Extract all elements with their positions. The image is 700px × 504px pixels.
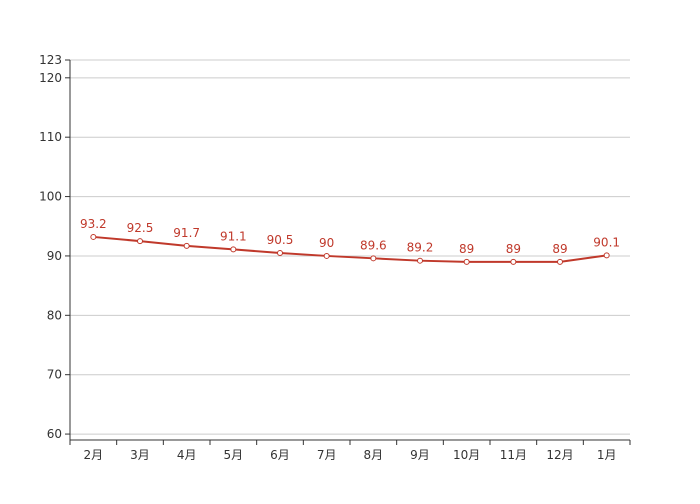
data-point (183, 242, 190, 249)
data-label: 90.5 (267, 233, 294, 247)
x-tick-label: 2月 (84, 448, 104, 462)
y-tick-label: 60 (47, 427, 62, 441)
data-label: 89.2 (407, 241, 434, 255)
x-tick-label: 4月 (177, 448, 197, 462)
data-point (557, 258, 563, 265)
x-tick-label: 7月 (317, 448, 337, 462)
grid-lines (70, 59, 630, 435)
y-tick-label: 100 (39, 190, 62, 204)
x-tick-label: 6月 (270, 448, 290, 462)
y-tick-label: 90 (47, 249, 62, 263)
y-tick-label: 123 (39, 53, 62, 67)
data-label: 91.7 (173, 226, 200, 240)
data-point (137, 238, 143, 245)
x-tick-label: 9月 (410, 448, 430, 462)
x-tick-label: 8月 (364, 448, 384, 462)
x-tick-label: 11月 (500, 448, 527, 462)
x-tick-label: 1月 (597, 448, 617, 462)
series-layer: 93.2 92.5 91.7 91.1 90.5 90 89.6 89.2 89 89 89 90.1 (80, 217, 620, 265)
x-tick-label: 3月 (130, 448, 150, 462)
data-point (417, 257, 423, 264)
data-label: 93.2 (80, 217, 107, 231)
data-label: 92.5 (127, 221, 154, 235)
data-label: 89 (506, 242, 521, 256)
x-tick-label: 12月 (546, 448, 573, 462)
data-point (323, 252, 330, 259)
data-label: 89 (552, 242, 567, 256)
data-label: 90.1 (593, 235, 620, 249)
data-label: 89 (459, 242, 474, 256)
y-tick-label: 70 (47, 368, 62, 382)
data-point (277, 249, 283, 256)
data-label: 91.1 (220, 229, 247, 243)
data-point (90, 233, 97, 240)
series-line (93, 235, 607, 263)
x-tick-label: 10月 (453, 448, 480, 462)
data-label: 90 (319, 236, 334, 250)
data-point (603, 252, 610, 259)
y-axis-ticks: 60 70 80 90 100 110 120 123 (39, 53, 70, 441)
x-tick-label: 5月 (224, 448, 244, 462)
x-axis-ticks: 2月 3月 4月 5月 6月 7月 8月 9月 10月 11月 12月 1月 (69, 440, 631, 462)
axes (69, 60, 630, 441)
y-tick-label: 110 (39, 130, 62, 144)
y-tick-label: 120 (39, 71, 62, 85)
data-point (370, 255, 377, 262)
data-label: 89.6 (360, 238, 387, 252)
data-point (230, 246, 237, 253)
data-point (463, 258, 470, 265)
y-tick-label: 80 (47, 308, 62, 322)
data-point (510, 258, 517, 265)
